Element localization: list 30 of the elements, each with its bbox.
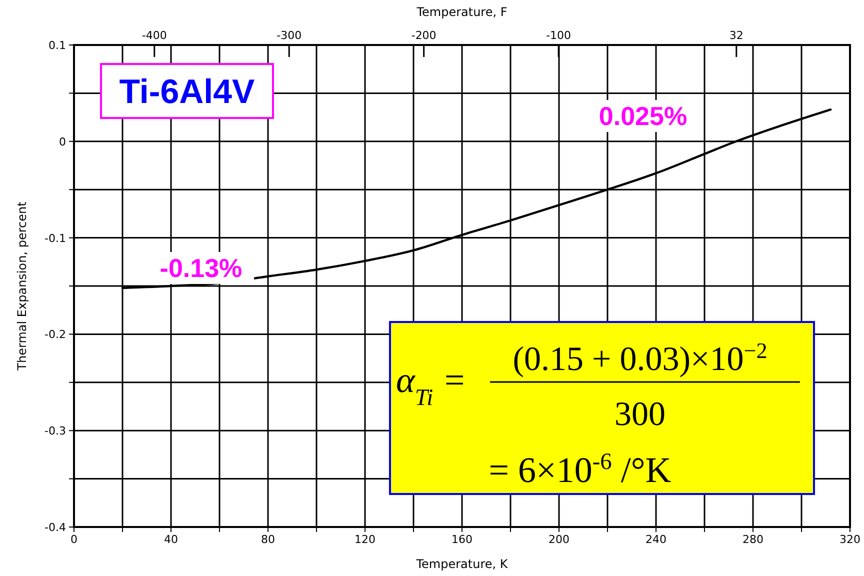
- annotation: 0.025%: [598, 101, 688, 131]
- x-tick-label: 80: [261, 533, 275, 546]
- x2-tick-label: 32: [729, 29, 744, 42]
- annotation: 300: [614, 396, 666, 433]
- x-tick-label: 320: [840, 533, 860, 546]
- y-tick-label: 0.1: [48, 39, 66, 52]
- annotation: = 6×10$^{-6}$ /°K: [488, 449, 672, 490]
- y-tick-label: -0.3: [44, 424, 66, 438]
- x-tick-label: 40: [164, 533, 178, 546]
- x-tick-label: 200: [548, 533, 570, 546]
- annotation: α$_{Ti}$ =: [396, 360, 466, 411]
- y-axis-title: Thermal Expansion, percent: [15, 201, 29, 372]
- y-tick-label: 0: [59, 135, 66, 148]
- x-tick-label: 0: [70, 533, 78, 546]
- y-tick-label: -0.4: [44, 521, 66, 534]
- annotation: -0.13%: [160, 253, 242, 283]
- x2-tick-label: -400: [142, 29, 167, 42]
- y-tick-label: -0.2: [44, 328, 66, 342]
- x-tick-label: 120: [354, 533, 376, 546]
- text: Ti-6Al4V: [119, 73, 256, 111]
- y-tick-label: -0.1: [44, 232, 66, 245]
- x-axis-title: Temperature, K: [415, 557, 509, 571]
- annotation: (0.15 + 0.03)×10$^{−2}$: [512, 338, 768, 378]
- x2-axis-title: Temperature, F: [416, 5, 508, 19]
- x2-tick-label: -200: [411, 29, 436, 42]
- x2-tick-label: -300: [276, 29, 302, 42]
- x-tick-label: 160: [452, 533, 472, 546]
- x2-tick-label: -100: [546, 29, 572, 42]
- x-tick-label: 240: [646, 533, 666, 546]
- x-tick-label: 280: [742, 533, 764, 546]
